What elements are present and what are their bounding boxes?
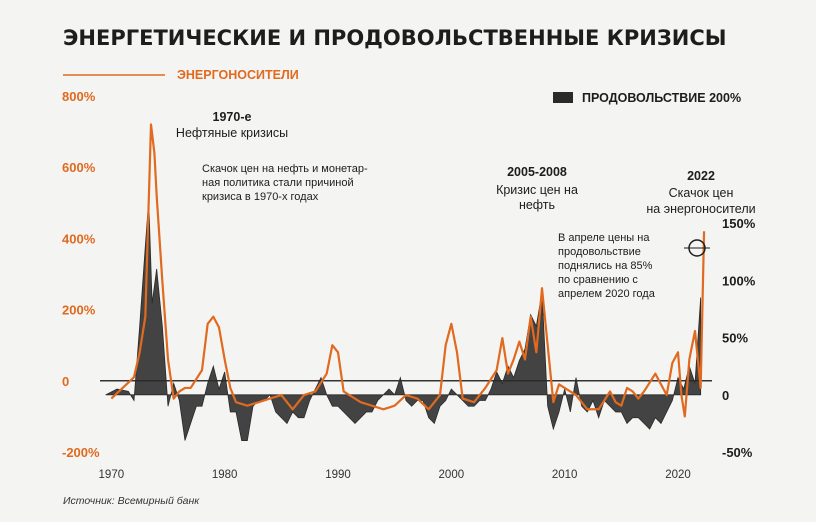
- annotation-1970-line-3: кризиса в 1970-х годах: [202, 191, 319, 203]
- right-axis-ticks: 150% 100% 50% 0 -50%: [722, 216, 756, 460]
- x-tick-label: 2020: [665, 469, 691, 481]
- annotation-april-line-3: поднялись на 85%: [558, 260, 653, 272]
- annotation-1970-line-1: Скачок цен на нефть и монетар-: [202, 163, 368, 175]
- left-tick-label: 200%: [62, 303, 96, 318]
- annotation-2005-line-2: нефть: [519, 198, 555, 212]
- annotation-2022-line-2: на энергоносители: [646, 202, 755, 216]
- annotation-april-line-5: апрелем 2020 года: [558, 288, 656, 300]
- annotation-2022-line-1: Скачок цен: [669, 186, 734, 200]
- annotation-1970-subtitle: Нефтяные кризисы: [176, 126, 288, 140]
- x-tick-label: 1980: [212, 469, 238, 481]
- annotation-april-line-1: В апреле цены на: [558, 232, 650, 244]
- right-tick-label: 0: [722, 388, 729, 403]
- x-axis-ticks: 1970 1980 1990 2000 2010 2020: [99, 469, 691, 481]
- energy-line: [110, 123, 706, 418]
- right-tick-label: 50%: [722, 331, 748, 346]
- annotation-2005-line-1: Кризис цен на: [496, 183, 578, 197]
- x-tick-label: 1990: [325, 469, 351, 481]
- source-note: Источник: Всемирный банк: [63, 495, 200, 507]
- annotation-1970-line-2: ная политика стали причиной: [202, 177, 354, 189]
- food-legend-swatch: [553, 92, 573, 103]
- annotation-april-line-4: по сравнению с: [558, 274, 638, 286]
- left-tick-label: 400%: [62, 231, 96, 246]
- right-tick-label: -50%: [722, 445, 753, 460]
- energy-series: [110, 123, 706, 418]
- x-tick-label: 2010: [552, 469, 578, 481]
- left-tick-label: -200%: [62, 445, 100, 460]
- food-legend-label: ПРОДОВОЛЬСТВИЕ 200%: [582, 91, 741, 105]
- annotation-1970-title: 1970-е: [213, 110, 252, 124]
- left-tick-label: 0: [62, 374, 69, 389]
- right-tick-label: 100%: [722, 273, 756, 288]
- annotation-2022-title: 2022: [687, 169, 715, 183]
- x-tick-label: 1970: [99, 469, 125, 481]
- food-area: [105, 200, 702, 441]
- annotation-2005-title: 2005-2008: [507, 165, 567, 179]
- left-tick-label: 600%: [62, 160, 96, 175]
- food-series: [105, 200, 702, 441]
- energy-legend-label: ЭНЕРГОНОСИТЕЛИ: [177, 68, 299, 82]
- right-tick-label: 150%: [722, 216, 756, 231]
- left-tick-label: 800%: [62, 89, 96, 104]
- chart-title: ЭНЕРГЕТИЧЕСКИЕ И ПРОДОВОЛЬСТВЕННЫЕ КРИЗИ…: [63, 26, 727, 50]
- left-axis-ticks: 800% 600% 400% 200% 0 -200%: [62, 89, 100, 460]
- annotation-april-line-2: продовольствие: [558, 246, 641, 258]
- x-tick-label: 2000: [439, 469, 465, 481]
